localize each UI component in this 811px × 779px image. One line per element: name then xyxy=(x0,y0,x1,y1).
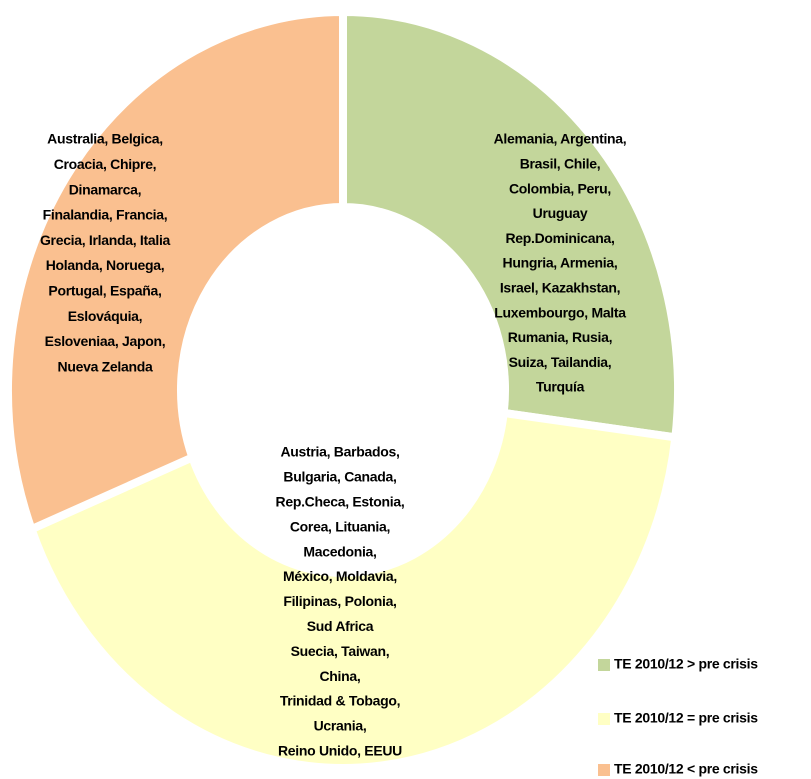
donut-segment xyxy=(4,7,347,535)
donut-segment xyxy=(339,7,682,442)
segment-label: México, Moldavia, xyxy=(283,568,397,584)
segment-label: Corea, Lituania, xyxy=(290,518,390,534)
segment-label: Luxembourgo, Malta xyxy=(494,304,626,320)
segment-label: Brasil, Chile, xyxy=(520,156,601,172)
segment-label: Australia, Belgica, xyxy=(47,131,163,147)
legend-label: TE 2010/12 > pre crisis xyxy=(614,656,758,672)
segment-label: Ucrania, xyxy=(314,718,367,734)
segment-label: Reino Unido, EEUU xyxy=(278,743,402,759)
segment-label: Suecia, Taiwan, xyxy=(291,643,390,659)
segment-label: Grecia, Irlanda, Italia xyxy=(40,232,171,248)
segment-label: Holanda, Noruega, xyxy=(46,257,165,273)
segment-label: Croacia, Chipre, xyxy=(54,156,157,172)
segment-label: Rep.Checa, Estonia, xyxy=(276,494,405,510)
segment-label: Rumania, Rusia, xyxy=(508,329,612,345)
legend-swatch xyxy=(598,659,610,671)
segment-label: Portugal, España, xyxy=(48,283,161,299)
segment-label: Eslováquia, xyxy=(68,308,143,324)
donut-segment xyxy=(26,408,680,772)
segment-label: Rep.Dominicana, xyxy=(505,230,614,246)
legend-swatch xyxy=(598,764,610,776)
segment-label: China, xyxy=(320,668,361,684)
segment-label: Finalandia, Francia, xyxy=(43,207,168,223)
segment-label: Austria, Barbados, xyxy=(280,444,399,460)
segment-label: Bulgaria, Canada, xyxy=(283,469,396,485)
legend-swatch xyxy=(598,713,610,725)
segment-label: Alemania, Argentina, xyxy=(494,131,627,147)
segment-label: Trinidad & Tobago, xyxy=(280,693,400,709)
segment-label: Colombia, Peru, xyxy=(509,180,611,196)
legend-label: TE 2010/12 = pre crisis xyxy=(614,710,758,726)
segment-label: Filipinas, Polonia, xyxy=(283,593,396,609)
legend-label: TE 2010/12 < pre crisis xyxy=(614,761,758,777)
segment-label: Esloveniaa, Japon, xyxy=(45,333,166,349)
segment-label: Hungria, Armenia, xyxy=(503,255,618,271)
segment-label: Macedonia, xyxy=(303,543,376,559)
segment-label: Nueva Zelanda xyxy=(58,358,153,374)
segment-label: Dinamarca, xyxy=(69,181,141,197)
segment-label: Turquía xyxy=(536,379,585,395)
segment-label: Uruguay xyxy=(533,205,588,221)
segment-label: Israel, Kazakhstan, xyxy=(500,280,620,296)
segment-label: Sud Africa xyxy=(307,618,374,634)
segment-label: Suiza, Tailandia, xyxy=(509,354,612,370)
